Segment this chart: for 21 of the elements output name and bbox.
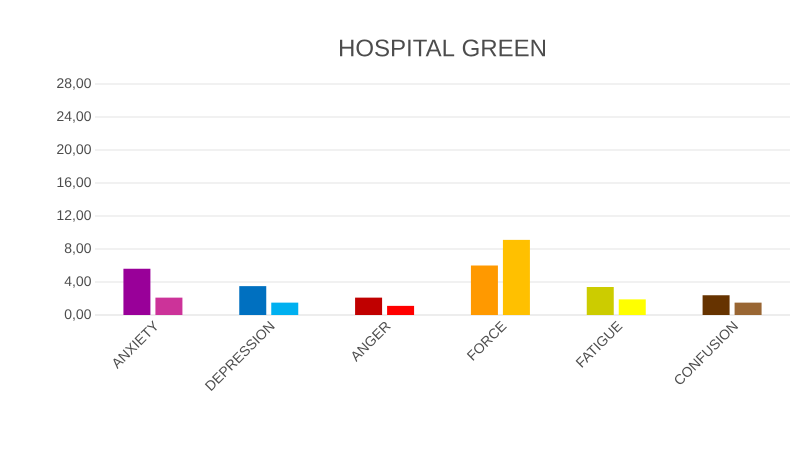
y-tick-label: 16,00	[58, 177, 91, 189]
y-tick-label: 20,00	[57, 144, 91, 156]
bar	[271, 302, 298, 315]
bar	[355, 298, 382, 315]
y-tick-label: 4,00	[64, 276, 91, 288]
y-tick-label: 0,00	[64, 309, 91, 321]
bar	[387, 306, 414, 315]
bar	[239, 286, 266, 315]
bar	[155, 298, 182, 315]
y-tick-label: 12,00	[58, 210, 91, 222]
y-tick-label: 28,00	[57, 78, 91, 90]
bar	[502, 240, 530, 315]
y-tick-label: 24,00	[57, 111, 91, 123]
bar	[470, 265, 498, 315]
bar	[123, 268, 150, 315]
y-tick-label: 8,00	[64, 243, 91, 255]
bar	[618, 299, 646, 315]
bar	[586, 286, 614, 315]
bar	[734, 302, 762, 315]
bar	[702, 295, 730, 315]
chart-title: HOSPITAL GREEN	[340, 39, 545, 56]
